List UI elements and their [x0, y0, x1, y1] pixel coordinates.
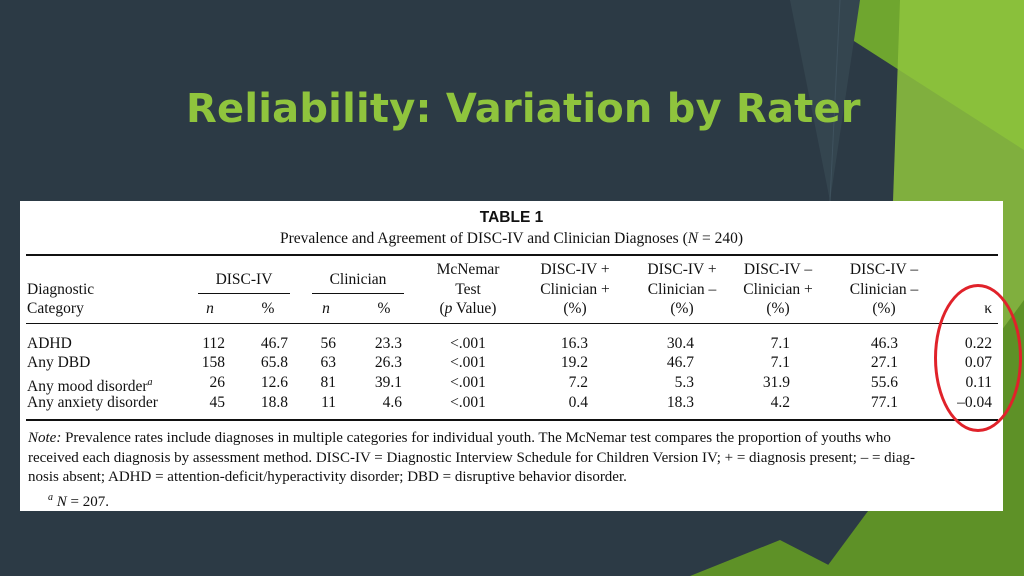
row-disc-n: 26 [209, 374, 226, 391]
green-shard-bottom [690, 540, 850, 576]
header-category-1: Diagnostic [27, 281, 95, 298]
row-pp: 19.2 [560, 354, 588, 371]
row-mp: 7.1 [770, 354, 790, 371]
row-pm: 46.7 [666, 354, 694, 371]
header-category-2: Category [27, 300, 84, 317]
header-mcnemar-3: (p Value) [439, 300, 497, 317]
row-clin-n: 11 [321, 394, 336, 411]
row-pm: 18.3 [666, 394, 694, 411]
footnote-marker: a [147, 377, 153, 388]
row-disc-n: 112 [202, 335, 225, 352]
note-line-3: nosis absent; ADHD = attention-deficit/h… [28, 469, 627, 485]
row-pm: 5.3 [674, 374, 694, 391]
header-pm-3: (%) [670, 300, 694, 317]
header-mp-2: Clinician + [743, 281, 813, 298]
note-line-2: received each diagnosis by assessment me… [28, 449, 915, 466]
row-disc-pct: 65.8 [260, 354, 288, 371]
header-mp-3: (%) [766, 300, 790, 317]
row-mcnemar: <.001 [450, 335, 486, 352]
header-mm-1: DISC-IV – [849, 261, 919, 278]
row-pp: 0.4 [568, 394, 588, 411]
header-mcnemar-1: McNemar [436, 261, 500, 278]
row-category: Any DBD [27, 354, 91, 371]
header-pp-2: Clinician + [540, 281, 610, 298]
row-disc-pct: 46.7 [260, 335, 288, 352]
bottom-rule [26, 419, 998, 421]
top-rule [26, 254, 998, 256]
row-category: Any mood disordera [27, 377, 153, 396]
header-mm-2: Clinician – [849, 281, 919, 298]
row-category: ADHD [27, 335, 72, 352]
note-footnote: a N = 207. [48, 491, 109, 510]
header-disc-n: n [206, 300, 214, 317]
dark-shard [790, 0, 860, 201]
slide-title: Reliability: Variation by Rater [186, 86, 861, 132]
header-pp-1: DISC-IV + [540, 261, 610, 278]
row-disc-pct: 18.8 [260, 394, 288, 411]
row-mcnemar: <.001 [450, 394, 486, 411]
row-disc-n: 158 [201, 354, 225, 371]
row-mm: 55.6 [870, 374, 898, 391]
row-pm: 30.4 [666, 335, 694, 352]
header-disc-pct: % [261, 300, 275, 317]
row-clin-n: 56 [320, 335, 337, 352]
header-disc-group: DISC-IV [215, 271, 273, 288]
thin-line [829, 0, 841, 202]
row-clin-pct: 23.3 [374, 335, 402, 352]
row-clin-pct: 39.1 [374, 374, 402, 391]
row-clin-n: 63 [320, 354, 337, 371]
row-mp: 4.2 [770, 394, 790, 411]
header-clin-pct: % [377, 300, 391, 317]
row-mp: 31.9 [762, 374, 790, 391]
row-mcnemar: <.001 [450, 374, 486, 391]
header-clinician-group: Clinician [329, 271, 387, 288]
clinician-group-rule [312, 293, 404, 294]
header-pm-2: Clinician – [647, 281, 717, 298]
disc-group-rule [198, 293, 290, 294]
header-rule [26, 323, 998, 324]
row-mm: 46.3 [870, 335, 898, 352]
row-clin-n: 81 [320, 374, 337, 391]
row-mp: 7.1 [770, 335, 790, 352]
row-pp: 7.2 [568, 374, 588, 391]
table-label: TABLE 1 [479, 209, 544, 226]
row-clin-pct: 4.6 [382, 394, 402, 411]
table-image: TABLE 1 Prevalence and Agreement of DISC… [20, 201, 1003, 511]
row-mm: 27.1 [870, 354, 898, 371]
header-pm-1: DISC-IV + [647, 261, 717, 278]
header-mm-3: (%) [872, 300, 896, 317]
row-mm: 77.1 [870, 394, 898, 411]
row-disc-pct: 12.6 [260, 374, 288, 391]
table-note: Note: Prevalence rates include diagnoses… [28, 429, 998, 512]
table-caption: Prevalence and Agreement of DISC-IV and … [279, 230, 744, 247]
row-pp: 16.3 [560, 335, 588, 352]
row-disc-n: 45 [209, 394, 226, 411]
kappa-highlight-ring [934, 284, 1022, 432]
header-mcnemar-2: Test [455, 281, 481, 298]
row-mcnemar: <.001 [450, 354, 486, 371]
header-pp-3: (%) [563, 300, 587, 317]
header-clin-n: n [322, 300, 330, 317]
row-clin-pct: 26.3 [374, 354, 402, 371]
note-line-1: Note: Prevalence rates include diagnoses… [28, 430, 891, 446]
row-category: Any anxiety disorder [27, 394, 158, 411]
header-mp-1: DISC-IV – [743, 261, 813, 278]
